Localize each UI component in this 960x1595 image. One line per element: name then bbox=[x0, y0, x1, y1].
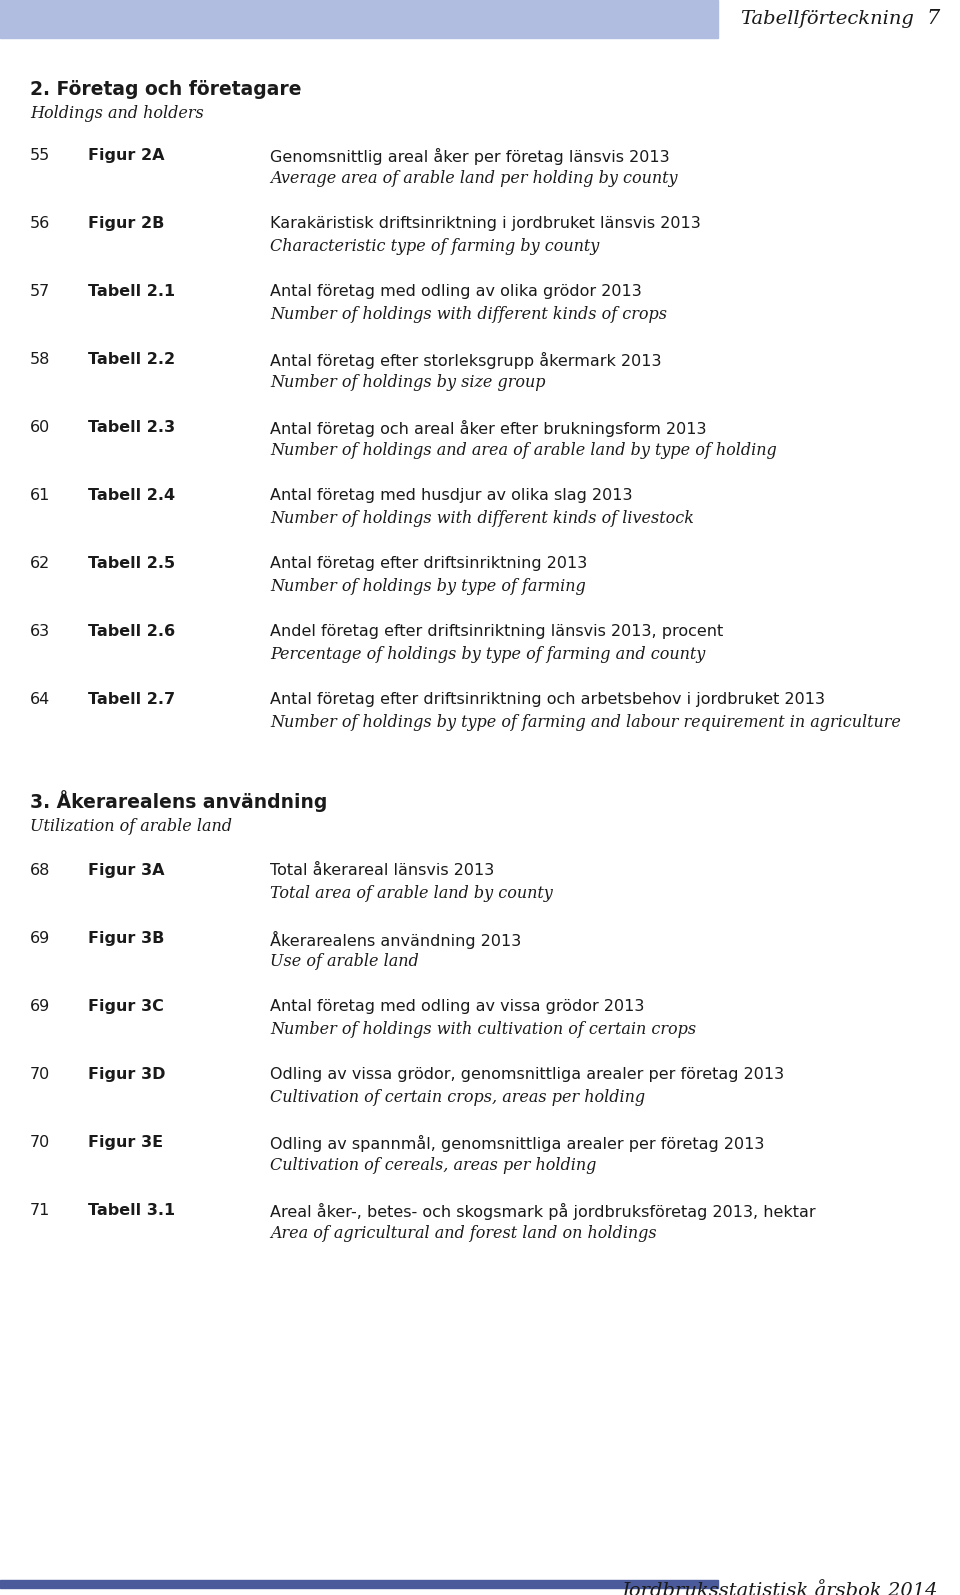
Text: 71: 71 bbox=[30, 1203, 50, 1219]
Text: Figur 3D: Figur 3D bbox=[88, 1067, 165, 1081]
Text: 56: 56 bbox=[30, 215, 50, 231]
Text: Tabell 2.6: Tabell 2.6 bbox=[88, 624, 175, 640]
Text: Cultivation of certain crops, areas per holding: Cultivation of certain crops, areas per … bbox=[270, 1089, 645, 1105]
Text: 70: 70 bbox=[30, 1067, 50, 1081]
Text: Number of holdings with cultivation of certain crops: Number of holdings with cultivation of c… bbox=[270, 1021, 696, 1038]
Text: Tabell 2.5: Tabell 2.5 bbox=[88, 557, 175, 571]
Text: Use of arable land: Use of arable land bbox=[270, 952, 419, 970]
Text: 55: 55 bbox=[30, 148, 50, 163]
Text: Antal företag efter storleksgrupp åkermark 2013: Antal företag efter storleksgrupp åkerma… bbox=[270, 352, 661, 368]
Text: Number of holdings by size group: Number of holdings by size group bbox=[270, 373, 545, 391]
Text: 69: 69 bbox=[30, 998, 50, 1014]
Text: 58: 58 bbox=[30, 352, 50, 367]
Text: Number of holdings with different kinds of crops: Number of holdings with different kinds … bbox=[270, 306, 667, 324]
Text: Antal företag med odling av vissa grödor 2013: Antal företag med odling av vissa grödor… bbox=[270, 998, 644, 1014]
Text: Andel företag efter driftsinriktning länsvis 2013, procent: Andel företag efter driftsinriktning län… bbox=[270, 624, 723, 640]
Text: 61: 61 bbox=[30, 488, 50, 502]
Text: Total area of arable land by county: Total area of arable land by county bbox=[270, 885, 553, 903]
Text: 70: 70 bbox=[30, 1136, 50, 1150]
Text: Odling av vissa grödor, genomsnittliga arealer per företag 2013: Odling av vissa grödor, genomsnittliga a… bbox=[270, 1067, 784, 1081]
Text: Karakäristisk driftsinriktning i jordbruket länsvis 2013: Karakäristisk driftsinriktning i jordbru… bbox=[270, 215, 701, 231]
Text: Figur 2B: Figur 2B bbox=[88, 215, 164, 231]
Text: Jordbruksstatistisk årsbok 2014: Jordbruksstatistisk årsbok 2014 bbox=[621, 1579, 938, 1595]
Text: Tabell 2.4: Tabell 2.4 bbox=[88, 488, 175, 502]
Text: Tabell 2.2: Tabell 2.2 bbox=[88, 352, 175, 367]
Text: 63: 63 bbox=[30, 624, 50, 640]
Text: Tabellförteckning: Tabellförteckning bbox=[740, 10, 914, 29]
Text: Antal företag med odling av olika grödor 2013: Antal företag med odling av olika grödor… bbox=[270, 284, 641, 298]
Text: 2. Företag och företagare: 2. Företag och företagare bbox=[30, 80, 301, 99]
Text: Åkerarealens användning 2013: Åkerarealens användning 2013 bbox=[270, 931, 521, 949]
Text: 3. Åkerarealens användning: 3. Åkerarealens användning bbox=[30, 790, 327, 812]
Text: Holdings and holders: Holdings and holders bbox=[30, 105, 204, 121]
Text: Genomsnittlig areal åker per företag länsvis 2013: Genomsnittlig areal åker per företag län… bbox=[270, 148, 670, 164]
Text: Number of holdings and area of arable land by type of holding: Number of holdings and area of arable la… bbox=[270, 442, 777, 459]
Text: Number of holdings by type of farming and labour requirement in agriculture: Number of holdings by type of farming an… bbox=[270, 715, 900, 731]
Text: 60: 60 bbox=[30, 419, 50, 435]
Text: Antal företag och areal åker efter brukningsform 2013: Antal företag och areal åker efter brukn… bbox=[270, 419, 707, 437]
Text: Areal åker-, betes- och skogsmark på jordbruksföretag 2013, hektar: Areal åker-, betes- och skogsmark på jor… bbox=[270, 1203, 816, 1220]
Text: 68: 68 bbox=[30, 863, 50, 877]
Text: Figur 2A: Figur 2A bbox=[88, 148, 164, 163]
Text: Number of holdings by type of farming: Number of holdings by type of farming bbox=[270, 577, 586, 595]
Bar bbox=[0, 0, 718, 38]
Text: Figur 3C: Figur 3C bbox=[88, 998, 164, 1014]
Text: Antal företag med husdjur av olika slag 2013: Antal företag med husdjur av olika slag … bbox=[270, 488, 633, 502]
Text: 69: 69 bbox=[30, 931, 50, 946]
Text: Average area of arable land per holding by county: Average area of arable land per holding … bbox=[270, 171, 678, 187]
Text: 57: 57 bbox=[30, 284, 50, 298]
Text: Characteristic type of farming by county: Characteristic type of farming by county bbox=[270, 238, 599, 255]
Text: Figur 3A: Figur 3A bbox=[88, 863, 164, 877]
Text: Percentage of holdings by type of farming and county: Percentage of holdings by type of farmin… bbox=[270, 646, 706, 664]
Text: 64: 64 bbox=[30, 692, 50, 707]
Text: Area of agricultural and forest land on holdings: Area of agricultural and forest land on … bbox=[270, 1225, 657, 1243]
Text: Antal företag efter driftsinriktning 2013: Antal företag efter driftsinriktning 201… bbox=[270, 557, 588, 571]
Text: Tabell 2.3: Tabell 2.3 bbox=[88, 419, 175, 435]
Text: 62: 62 bbox=[30, 557, 50, 571]
Text: Cultivation of cereals, areas per holding: Cultivation of cereals, areas per holdin… bbox=[270, 1156, 596, 1174]
Text: Number of holdings with different kinds of livestock: Number of holdings with different kinds … bbox=[270, 510, 694, 526]
Bar bbox=[0, 1581, 718, 1589]
Text: Tabell 2.7: Tabell 2.7 bbox=[88, 692, 175, 707]
Text: Tabell 2.1: Tabell 2.1 bbox=[88, 284, 175, 298]
Text: Figur 3B: Figur 3B bbox=[88, 931, 164, 946]
Text: Antal företag efter driftsinriktning och arbetsbehov i jordbruket 2013: Antal företag efter driftsinriktning och… bbox=[270, 692, 825, 707]
Text: Figur 3E: Figur 3E bbox=[88, 1136, 163, 1150]
Text: 7: 7 bbox=[926, 10, 940, 29]
Text: Total åkerareal länsvis 2013: Total åkerareal länsvis 2013 bbox=[270, 863, 494, 877]
Text: Odling av spannmål, genomsnittliga arealer per företag 2013: Odling av spannmål, genomsnittliga areal… bbox=[270, 1136, 764, 1152]
Text: Tabell 3.1: Tabell 3.1 bbox=[88, 1203, 175, 1219]
Text: Utilization of arable land: Utilization of arable land bbox=[30, 818, 232, 836]
